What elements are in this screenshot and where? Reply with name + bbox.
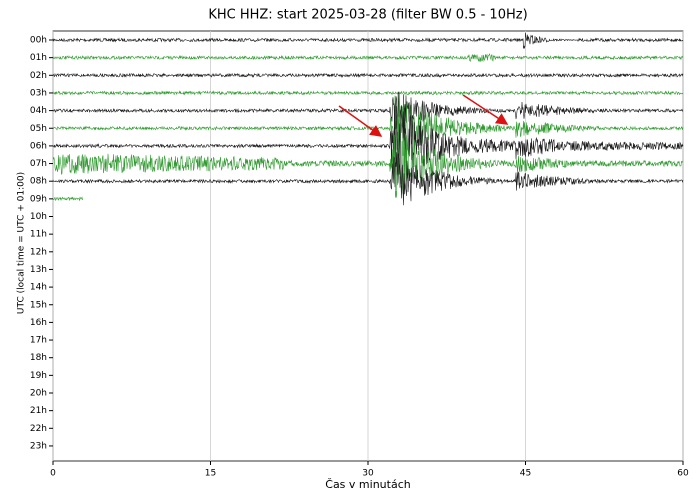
chart-title: KHC HHZ: start 2025-03-28 (filter BW 0.5… bbox=[208, 8, 527, 23]
y-tick-label: 15h bbox=[30, 300, 47, 310]
y-tick-label: 14h bbox=[30, 283, 47, 293]
x-tick-label: 60 bbox=[677, 469, 689, 479]
trace bbox=[52, 129, 684, 198]
y-axis-label: UTC (local time = UTC + 01:00) bbox=[17, 172, 27, 314]
trace bbox=[52, 93, 684, 158]
x-tick-label: 30 bbox=[362, 469, 374, 479]
trace bbox=[52, 152, 684, 206]
x-tick-label: 15 bbox=[205, 469, 216, 479]
y-tick-label: 20h bbox=[30, 389, 47, 399]
y-tick-label: 18h bbox=[30, 353, 47, 363]
trace bbox=[52, 90, 684, 96]
y-tick-label: 08h bbox=[30, 177, 47, 187]
y-tick-label: 16h bbox=[30, 318, 47, 328]
trace bbox=[52, 72, 684, 79]
y-tick-label: 04h bbox=[30, 106, 47, 116]
y-tick-label: 12h bbox=[30, 247, 47, 257]
y-tick-label: 09h bbox=[30, 194, 47, 204]
arrow bbox=[338, 105, 383, 137]
arrow bbox=[462, 94, 509, 125]
y-tick-label: 10h bbox=[30, 212, 47, 222]
trace bbox=[52, 32, 684, 50]
y-tick-label: 02h bbox=[30, 71, 47, 81]
y-tick-label: 17h bbox=[30, 336, 47, 346]
y-tick-label: 21h bbox=[30, 406, 47, 416]
y-tick-label: 05h bbox=[30, 124, 47, 134]
y-tick-label: 07h bbox=[30, 159, 47, 169]
y-tick-label: 01h bbox=[30, 53, 47, 63]
y-tick-label: 00h bbox=[30, 36, 47, 46]
trace bbox=[52, 91, 684, 130]
y-tick-label: 03h bbox=[30, 88, 47, 98]
y-tick-label: 06h bbox=[30, 141, 47, 151]
y-tick-label: 11h bbox=[30, 230, 47, 240]
x-tick-label: 45 bbox=[520, 469, 531, 479]
trace bbox=[52, 105, 684, 188]
y-tick-label: 19h bbox=[30, 371, 47, 381]
y-tick-label: 23h bbox=[30, 441, 47, 451]
y-tick-label: 13h bbox=[30, 265, 47, 275]
trace bbox=[52, 196, 84, 202]
y-tick-label: 22h bbox=[30, 424, 47, 434]
trace bbox=[52, 53, 684, 63]
x-axis-label: Čas v minutách bbox=[325, 478, 410, 491]
x-tick-label: 0 bbox=[50, 469, 56, 479]
